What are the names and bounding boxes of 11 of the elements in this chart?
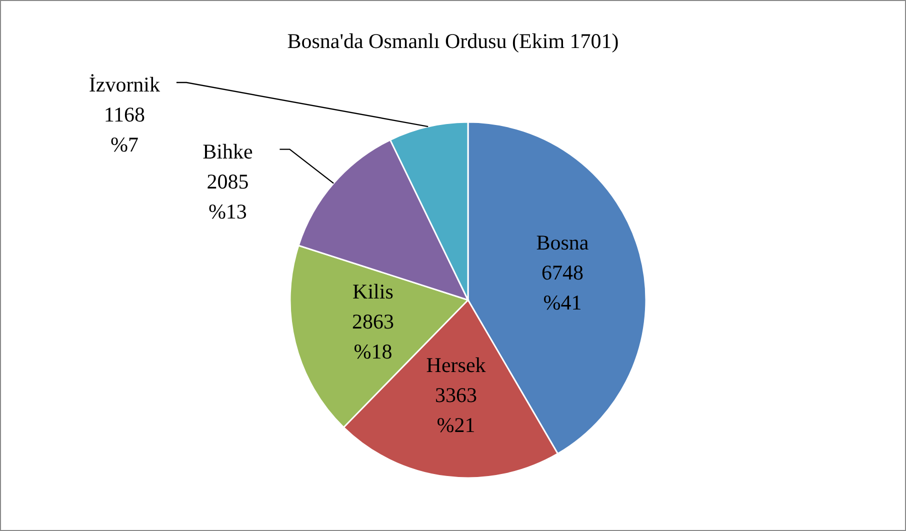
chart-title: Bosna'da Osmanlı Ordusu (Ekim 1701) — [286, 29, 620, 54]
data-label: 1168 %7 — [104, 102, 146, 156]
data-label: 2863 %18 — [352, 309, 394, 364]
slice-label: Bihke — [202, 139, 253, 164]
slice-label: İzvornik — [88, 72, 161, 96]
data-label: 6748 %41 — [542, 260, 584, 314]
slice-label: Kilis — [352, 279, 394, 304]
slice-label: Hersek — [426, 352, 486, 377]
data-label: 3363 %21 — [435, 382, 478, 437]
slice-label: Bosna — [536, 230, 590, 254]
data-label: 2085 %13 — [206, 169, 249, 224]
